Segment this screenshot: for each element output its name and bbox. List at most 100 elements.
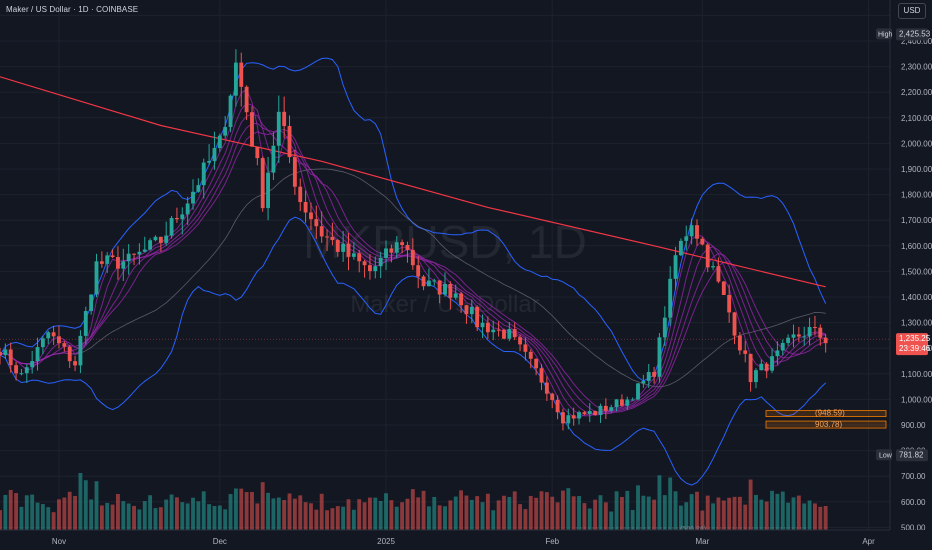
candle-body — [0, 352, 2, 356]
volume-bar — [67, 491, 72, 530]
volume-bar — [0, 510, 2, 530]
volume-bar — [587, 508, 592, 530]
candle-body — [630, 399, 635, 401]
middle-band — [0, 168, 826, 388]
candle-body — [228, 95, 233, 128]
candle-body — [362, 261, 367, 266]
price-tick-label: 1,500.00 — [901, 267, 932, 276]
volume-bar — [250, 491, 254, 530]
volume-bar — [695, 491, 699, 530]
candle-body — [732, 312, 737, 336]
price-tick-label: 2,100.00 — [901, 114, 932, 123]
candle-body — [212, 148, 217, 161]
volume-bar — [94, 481, 99, 530]
volume-bar — [502, 495, 506, 530]
high-marker: High — [876, 28, 893, 40]
candle-body — [330, 237, 335, 241]
volume-bar — [298, 495, 303, 530]
candle-body — [8, 349, 13, 366]
candle-body — [357, 253, 362, 262]
candle-body — [223, 127, 228, 136]
volume-bar — [30, 494, 35, 530]
volume-bar — [743, 504, 748, 530]
time-axis: Nov Dec 2025 Feb Mar Apr — [0, 529, 932, 550]
candle-body — [716, 266, 721, 282]
volume-bar — [764, 501, 769, 530]
candle-body — [351, 253, 356, 257]
volume-bar — [443, 506, 447, 530]
candle-body — [416, 265, 421, 277]
volume-bar — [105, 502, 110, 530]
volume-bar — [469, 499, 474, 530]
volume-bar — [426, 506, 431, 530]
candle-body — [619, 399, 624, 406]
volume-bar — [180, 502, 185, 530]
candle-body — [662, 317, 667, 338]
candle-body — [169, 217, 174, 236]
volume-bar — [223, 509, 228, 530]
high-label-bg — [876, 28, 892, 40]
candle-body — [51, 332, 56, 337]
candle-body — [260, 158, 265, 209]
lower-band — [0, 216, 827, 486]
candle-body — [796, 334, 801, 337]
volume-bar — [485, 493, 490, 530]
volume-bar — [727, 497, 732, 530]
volume-bar — [362, 502, 367, 530]
candle-body — [121, 261, 126, 269]
volume-bar — [491, 510, 496, 530]
candle-body — [319, 226, 324, 237]
candle-body — [480, 322, 485, 328]
candle-body — [105, 255, 110, 264]
volume-bar — [721, 500, 726, 530]
time-tick-label: Dec — [213, 537, 227, 546]
candle-body — [185, 203, 190, 215]
candle-body — [303, 202, 308, 213]
candle-body — [217, 135, 222, 149]
volume-bar — [636, 485, 640, 530]
candle-body — [678, 240, 683, 256]
candle-body — [394, 242, 399, 253]
candle-body — [534, 358, 539, 369]
volume-bar — [57, 499, 61, 530]
candle-body — [555, 399, 560, 413]
candle-body — [255, 146, 260, 159]
candle-body — [577, 412, 581, 419]
candle-body — [469, 306, 474, 315]
candle-body — [250, 112, 254, 147]
volume-bar — [142, 501, 147, 530]
currency-button[interactable]: USD — [898, 3, 926, 19]
candle-body — [496, 329, 501, 331]
candle-body — [389, 248, 394, 253]
volume-bar — [555, 502, 560, 530]
candle-body — [475, 306, 480, 328]
candle-body — [603, 405, 608, 411]
candle-body — [46, 332, 51, 339]
volume-bar — [807, 500, 812, 530]
price-tick-label: 1,100.00 — [901, 370, 932, 379]
volume-bar — [346, 499, 351, 530]
time-tick-label: Feb — [545, 537, 559, 546]
volume-bar — [51, 512, 56, 530]
volume-bar — [475, 496, 480, 530]
candle-body — [201, 162, 206, 186]
volume-bar — [148, 495, 153, 530]
candle-body — [67, 346, 72, 362]
candle-body — [287, 126, 292, 158]
volume-bar — [24, 495, 29, 530]
candle-body — [507, 329, 512, 339]
volume-bar — [759, 499, 764, 530]
volume-bar — [791, 497, 796, 530]
candle-body — [94, 261, 99, 295]
candle-body — [239, 62, 244, 87]
volume-bar — [169, 494, 174, 530]
volume-bar — [748, 479, 753, 530]
candle-body — [711, 266, 716, 268]
volume-bar — [512, 491, 517, 530]
volume-bar — [802, 503, 807, 530]
volume-bar — [191, 497, 195, 530]
volume-bar — [89, 499, 94, 530]
volume-bar — [62, 497, 67, 530]
